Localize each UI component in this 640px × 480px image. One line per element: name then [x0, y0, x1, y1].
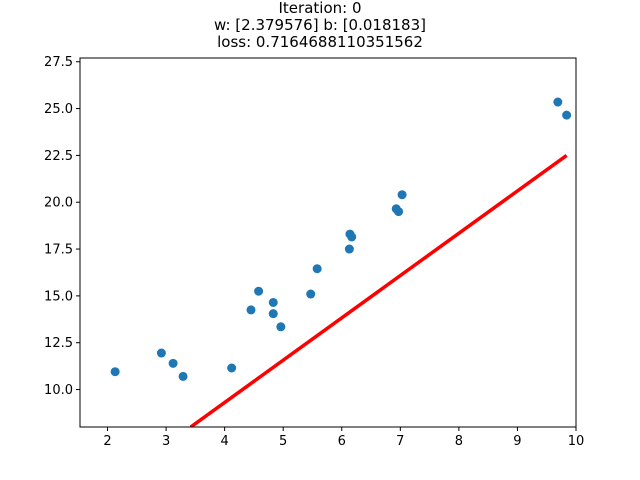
- data-point: [394, 207, 404, 217]
- x-axis: 2 3 4 5 6 7 8 9 10: [103, 427, 584, 449]
- chart-title-line-1: Iteration: 0: [278, 0, 362, 17]
- data-point: [110, 367, 120, 377]
- y-tick-label: 10.0: [44, 383, 73, 398]
- x-tick-label: 3: [162, 434, 170, 449]
- axes-frame: [79, 57, 577, 428]
- data-point: [562, 110, 572, 120]
- data-point: [553, 97, 563, 107]
- data-point: [227, 363, 237, 373]
- data-point: [268, 309, 278, 319]
- y-axis: 10.0 12.5 15.0 17.5 20.0 22.5 25.0 27.5: [44, 55, 80, 398]
- data-point: [276, 322, 286, 332]
- y-tick-label: 22.5: [44, 149, 73, 164]
- data-point: [156, 348, 166, 358]
- y-tick-label: 27.5: [44, 55, 73, 70]
- data-point: [397, 190, 407, 200]
- data-point: [347, 232, 357, 242]
- x-tick-label: 8: [455, 434, 463, 449]
- x-tick-label: 10: [568, 434, 585, 449]
- data-point: [254, 286, 264, 296]
- data-point: [306, 289, 316, 299]
- x-tick-label: 2: [103, 434, 111, 449]
- data-point: [168, 358, 178, 368]
- plot-area: [110, 97, 572, 427]
- y-tick-label: 25.0: [44, 102, 73, 117]
- y-tick-label: 12.5: [44, 336, 73, 351]
- x-tick-label: 4: [221, 434, 229, 449]
- x-tick-label: 9: [513, 434, 521, 449]
- chart-title-line-2: w: [2.379576] b: [0.018183]: [214, 16, 426, 34]
- y-tick-label: 20.0: [44, 196, 73, 211]
- data-point: [178, 371, 188, 381]
- data-point: [246, 305, 256, 315]
- data-point: [268, 297, 278, 307]
- data-point: [312, 264, 322, 274]
- x-tick-label: 5: [279, 434, 287, 449]
- x-tick-label: 7: [396, 434, 404, 449]
- regression-line: [189, 153, 568, 427]
- y-tick-label: 15.0: [44, 289, 73, 304]
- data-point: [344, 244, 354, 254]
- y-tick-label: 17.5: [44, 243, 73, 258]
- x-tick-label: 6: [338, 434, 346, 449]
- chart-title-line-3: loss: 0.7164688110351562: [217, 33, 423, 51]
